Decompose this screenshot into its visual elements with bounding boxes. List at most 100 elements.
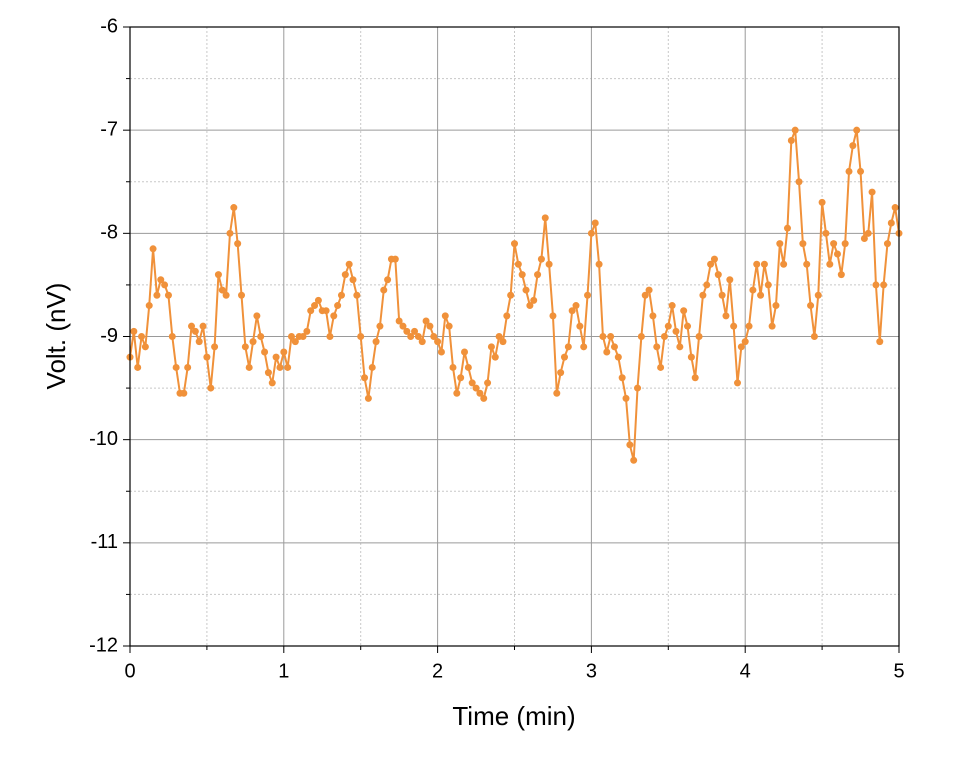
data-point (276, 363, 284, 371)
data-point (576, 322, 584, 330)
data-point (191, 327, 199, 335)
data-point (557, 369, 565, 377)
data-point (226, 229, 234, 237)
data-point (595, 260, 603, 268)
data-point (626, 441, 634, 449)
data-point (161, 281, 169, 289)
data-point (330, 312, 338, 320)
data-point (287, 333, 295, 340)
data-point (657, 363, 665, 371)
data-point (695, 333, 703, 340)
data-point (707, 260, 715, 268)
data-point (714, 271, 722, 279)
data-point (760, 260, 768, 268)
data-point (876, 338, 884, 346)
data-point (130, 327, 138, 335)
data-point (634, 384, 642, 392)
y-axis-title: Volt. (nV) (41, 283, 71, 390)
data-point (637, 333, 645, 340)
data-point (341, 271, 349, 279)
data-point (737, 343, 745, 351)
data-point (868, 188, 876, 196)
data-point (472, 384, 480, 392)
data-point (461, 348, 469, 356)
data-point (418, 338, 426, 346)
data-point (664, 322, 672, 330)
data-point (730, 322, 738, 330)
data-point (872, 281, 880, 289)
data-point (722, 312, 730, 320)
data-point (180, 389, 188, 397)
data-point (422, 317, 430, 325)
data-point (222, 291, 230, 299)
data-point (380, 286, 388, 294)
data-point (134, 363, 142, 371)
data-point (795, 178, 803, 186)
data-point (787, 136, 795, 144)
data-point (430, 333, 438, 340)
x-tick-label: 4 (740, 660, 751, 682)
data-point (353, 291, 361, 299)
data-point (614, 353, 622, 361)
data-point (545, 260, 553, 268)
data-point (537, 255, 545, 263)
data-point (468, 379, 476, 387)
data-point (603, 348, 611, 356)
data-point (607, 333, 615, 340)
data-point (291, 338, 299, 346)
data-point (349, 276, 357, 284)
data-point (587, 229, 595, 237)
plot-area (126, 126, 903, 464)
data-point (849, 142, 857, 150)
axes: 0 1 2 3 4 5 -12 -11 -10 -9 -8 -7 -6 (89, 15, 904, 682)
data-point (772, 302, 780, 310)
data-point (164, 291, 172, 299)
data-point (880, 281, 888, 289)
data-point (780, 260, 788, 268)
data-point (580, 343, 588, 351)
data-point (560, 353, 568, 361)
data-point (195, 338, 203, 346)
data-point (268, 379, 276, 387)
data-point (764, 281, 772, 289)
x-axis-title: Time (min) (452, 701, 575, 731)
y-tick-label: -11 (91, 531, 118, 553)
data-point (426, 322, 434, 330)
data-point (591, 219, 599, 227)
data-point (845, 167, 853, 175)
data-point (584, 291, 592, 299)
data-point (230, 204, 238, 212)
data-point (837, 271, 845, 279)
data-point (514, 260, 522, 268)
data-point (649, 312, 657, 320)
data-point (453, 389, 461, 397)
data-point (261, 348, 269, 356)
data-point (495, 333, 503, 340)
data-point (507, 291, 515, 299)
data-point (207, 384, 215, 392)
data-point (484, 379, 492, 387)
data-point (234, 240, 242, 248)
data-point (361, 374, 369, 382)
data-point (534, 271, 542, 279)
data-point (703, 281, 711, 289)
data-point (660, 333, 668, 340)
data-point (272, 353, 280, 361)
x-tick-label: 2 (432, 660, 443, 682)
data-point (691, 374, 699, 382)
data-point (218, 286, 226, 294)
data-point (687, 353, 695, 361)
data-point (549, 312, 557, 320)
data-point (464, 363, 472, 371)
x-tick-label: 3 (586, 660, 597, 682)
data-point (211, 343, 219, 351)
data-point (710, 255, 718, 263)
data-point (645, 286, 653, 294)
data-point (414, 333, 422, 340)
data-point (668, 302, 676, 310)
data-point (745, 322, 753, 330)
data-point (311, 302, 319, 310)
data-point (776, 240, 784, 248)
data-point (168, 333, 176, 340)
data-point (564, 343, 572, 351)
